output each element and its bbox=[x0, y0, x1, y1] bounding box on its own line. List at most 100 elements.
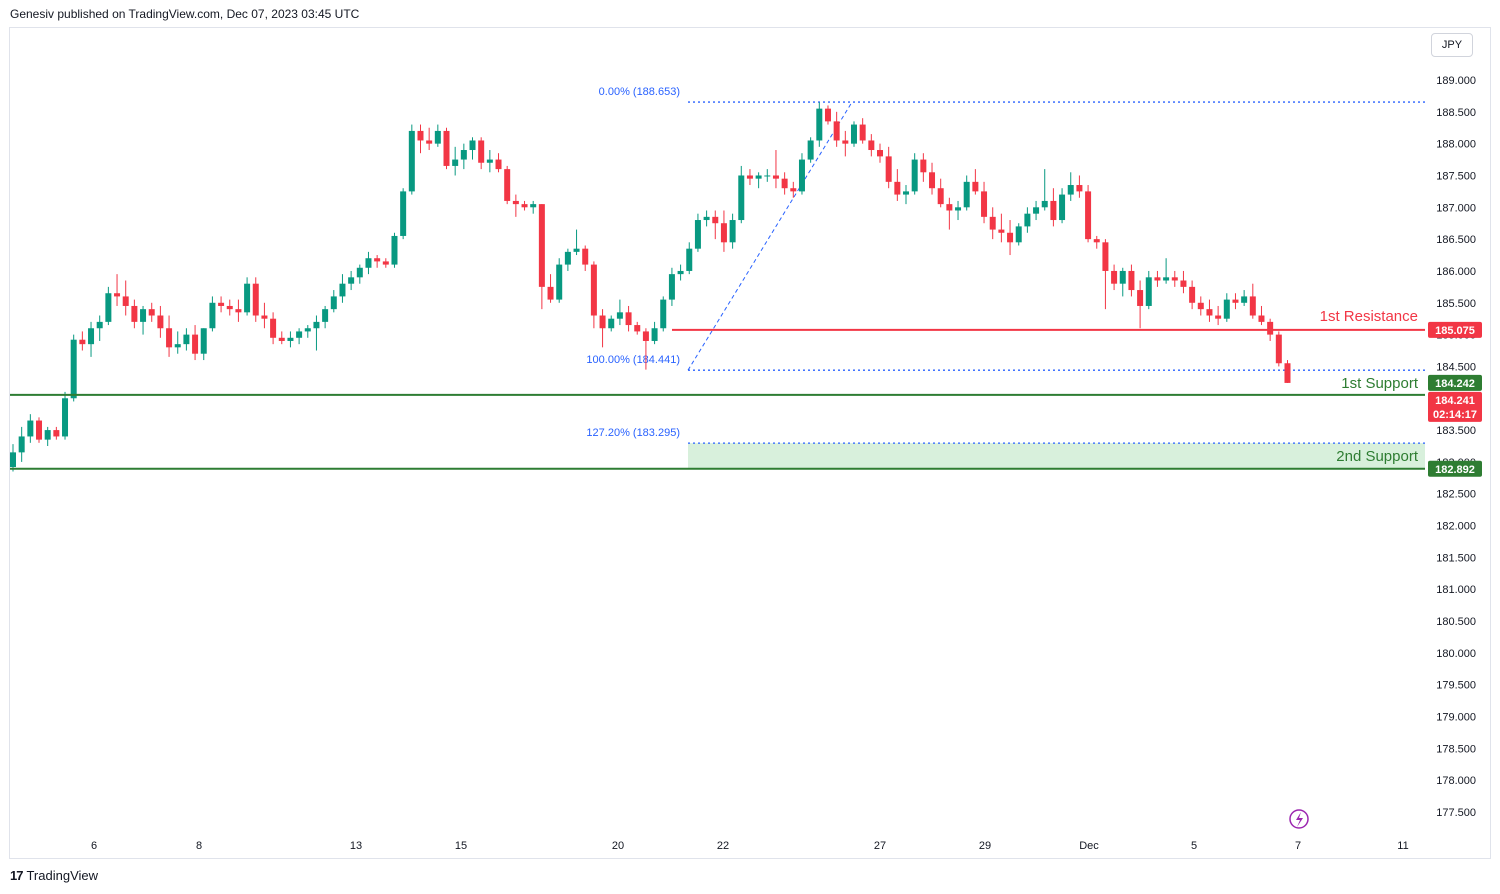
levels-layer: 1st Resistance 1st Support 2nd Support bbox=[10, 308, 1425, 470]
candle bbox=[486, 150, 493, 173]
candle-body bbox=[235, 309, 242, 313]
candle bbox=[1145, 270, 1152, 310]
candle bbox=[842, 130, 849, 157]
candle bbox=[96, 315, 103, 341]
candle bbox=[140, 305, 147, 335]
candle bbox=[642, 328, 649, 370]
candle-body bbox=[1249, 296, 1256, 316]
candle-body bbox=[140, 309, 147, 322]
candle-body bbox=[10, 452, 16, 468]
time-tick-label: 7 bbox=[1295, 840, 1301, 852]
candle-body bbox=[1215, 315, 1222, 319]
candle-body bbox=[1284, 363, 1291, 383]
resistance-price-tag-text: 185.075 bbox=[1435, 325, 1475, 337]
candle bbox=[512, 194, 519, 217]
candle bbox=[538, 204, 545, 310]
candle-body bbox=[105, 293, 112, 322]
resistance-price-tag: 185.075 bbox=[1428, 321, 1482, 338]
candle bbox=[400, 188, 407, 240]
candle bbox=[625, 305, 632, 332]
candle-body bbox=[252, 283, 259, 316]
chart-frame[interactable] bbox=[9, 27, 1491, 859]
candle-body bbox=[374, 258, 381, 262]
last-price-tag-text: 02:14:17 bbox=[1433, 409, 1477, 421]
candle bbox=[937, 178, 944, 208]
candle-body bbox=[157, 315, 164, 329]
price-tick-label: 185.500 bbox=[1436, 298, 1476, 310]
candle-body bbox=[1163, 277, 1170, 281]
candle-body bbox=[963, 181, 970, 208]
candle-body bbox=[408, 130, 415, 192]
candle-body bbox=[573, 248, 580, 252]
candle-body bbox=[1275, 334, 1282, 364]
candle bbox=[1241, 290, 1248, 306]
candle-body bbox=[79, 339, 86, 345]
candle-body bbox=[590, 264, 597, 316]
candle-body bbox=[1145, 277, 1152, 306]
candle bbox=[1015, 223, 1022, 246]
candle-body bbox=[88, 328, 95, 345]
candle bbox=[764, 169, 771, 182]
candle bbox=[330, 290, 337, 313]
last-price-tag: 184.241 02:14:17 bbox=[1428, 391, 1482, 422]
candle-body bbox=[547, 286, 554, 300]
currency-label[interactable]: JPY bbox=[1431, 33, 1473, 57]
candle-body bbox=[443, 130, 450, 166]
candle bbox=[374, 255, 381, 268]
candle bbox=[530, 200, 537, 214]
candle-body bbox=[1206, 309, 1213, 316]
candle-body bbox=[1128, 270, 1135, 291]
time-tick-label: 6 bbox=[91, 840, 97, 852]
candle-body bbox=[1041, 200, 1048, 208]
footer: 17 TradingView bbox=[10, 868, 98, 883]
price-tick-label: 186.500 bbox=[1436, 234, 1476, 246]
candle bbox=[660, 296, 667, 332]
candle bbox=[1284, 360, 1291, 383]
candle-body bbox=[1085, 191, 1092, 240]
candle-body bbox=[1119, 270, 1126, 284]
candle-body bbox=[278, 337, 285, 341]
candle bbox=[929, 162, 936, 195]
candle-body bbox=[738, 175, 745, 221]
candle-body bbox=[218, 302, 225, 306]
candle bbox=[833, 111, 840, 147]
candle bbox=[157, 305, 164, 338]
candle bbox=[339, 274, 346, 303]
candle-body bbox=[330, 296, 337, 310]
lightning-icon[interactable] bbox=[1289, 809, 1309, 829]
candle bbox=[443, 127, 450, 170]
candle-body bbox=[599, 315, 606, 329]
candle-body bbox=[44, 430, 51, 440]
candle bbox=[599, 309, 606, 348]
candle bbox=[772, 150, 779, 189]
candle-body bbox=[998, 229, 1005, 233]
candle bbox=[1232, 293, 1239, 310]
candle bbox=[391, 232, 398, 268]
candle bbox=[798, 153, 805, 195]
candle-body bbox=[434, 130, 441, 144]
candle bbox=[790, 181, 797, 198]
candle bbox=[166, 315, 173, 357]
support-2-price-tag-bg bbox=[1428, 460, 1482, 477]
candle bbox=[70, 334, 77, 402]
candle bbox=[1067, 172, 1074, 201]
candle-body bbox=[668, 274, 675, 300]
candle-body bbox=[625, 312, 632, 326]
candle bbox=[200, 328, 207, 361]
candle-body bbox=[885, 156, 892, 182]
candle bbox=[148, 302, 155, 322]
candle bbox=[296, 328, 303, 345]
candle bbox=[36, 417, 43, 443]
tradingview-logo-icon: 17 bbox=[10, 868, 24, 883]
candle-body bbox=[270, 318, 277, 338]
candle bbox=[1258, 305, 1265, 326]
candle-body bbox=[62, 398, 69, 437]
candle-body bbox=[712, 216, 719, 224]
candle bbox=[668, 267, 675, 306]
fib-level-label: 100.00% (184.441) bbox=[586, 354, 680, 366]
candle-body bbox=[1093, 239, 1100, 243]
candle-body bbox=[651, 328, 658, 341]
candle-body bbox=[504, 169, 511, 201]
candle bbox=[972, 169, 979, 195]
